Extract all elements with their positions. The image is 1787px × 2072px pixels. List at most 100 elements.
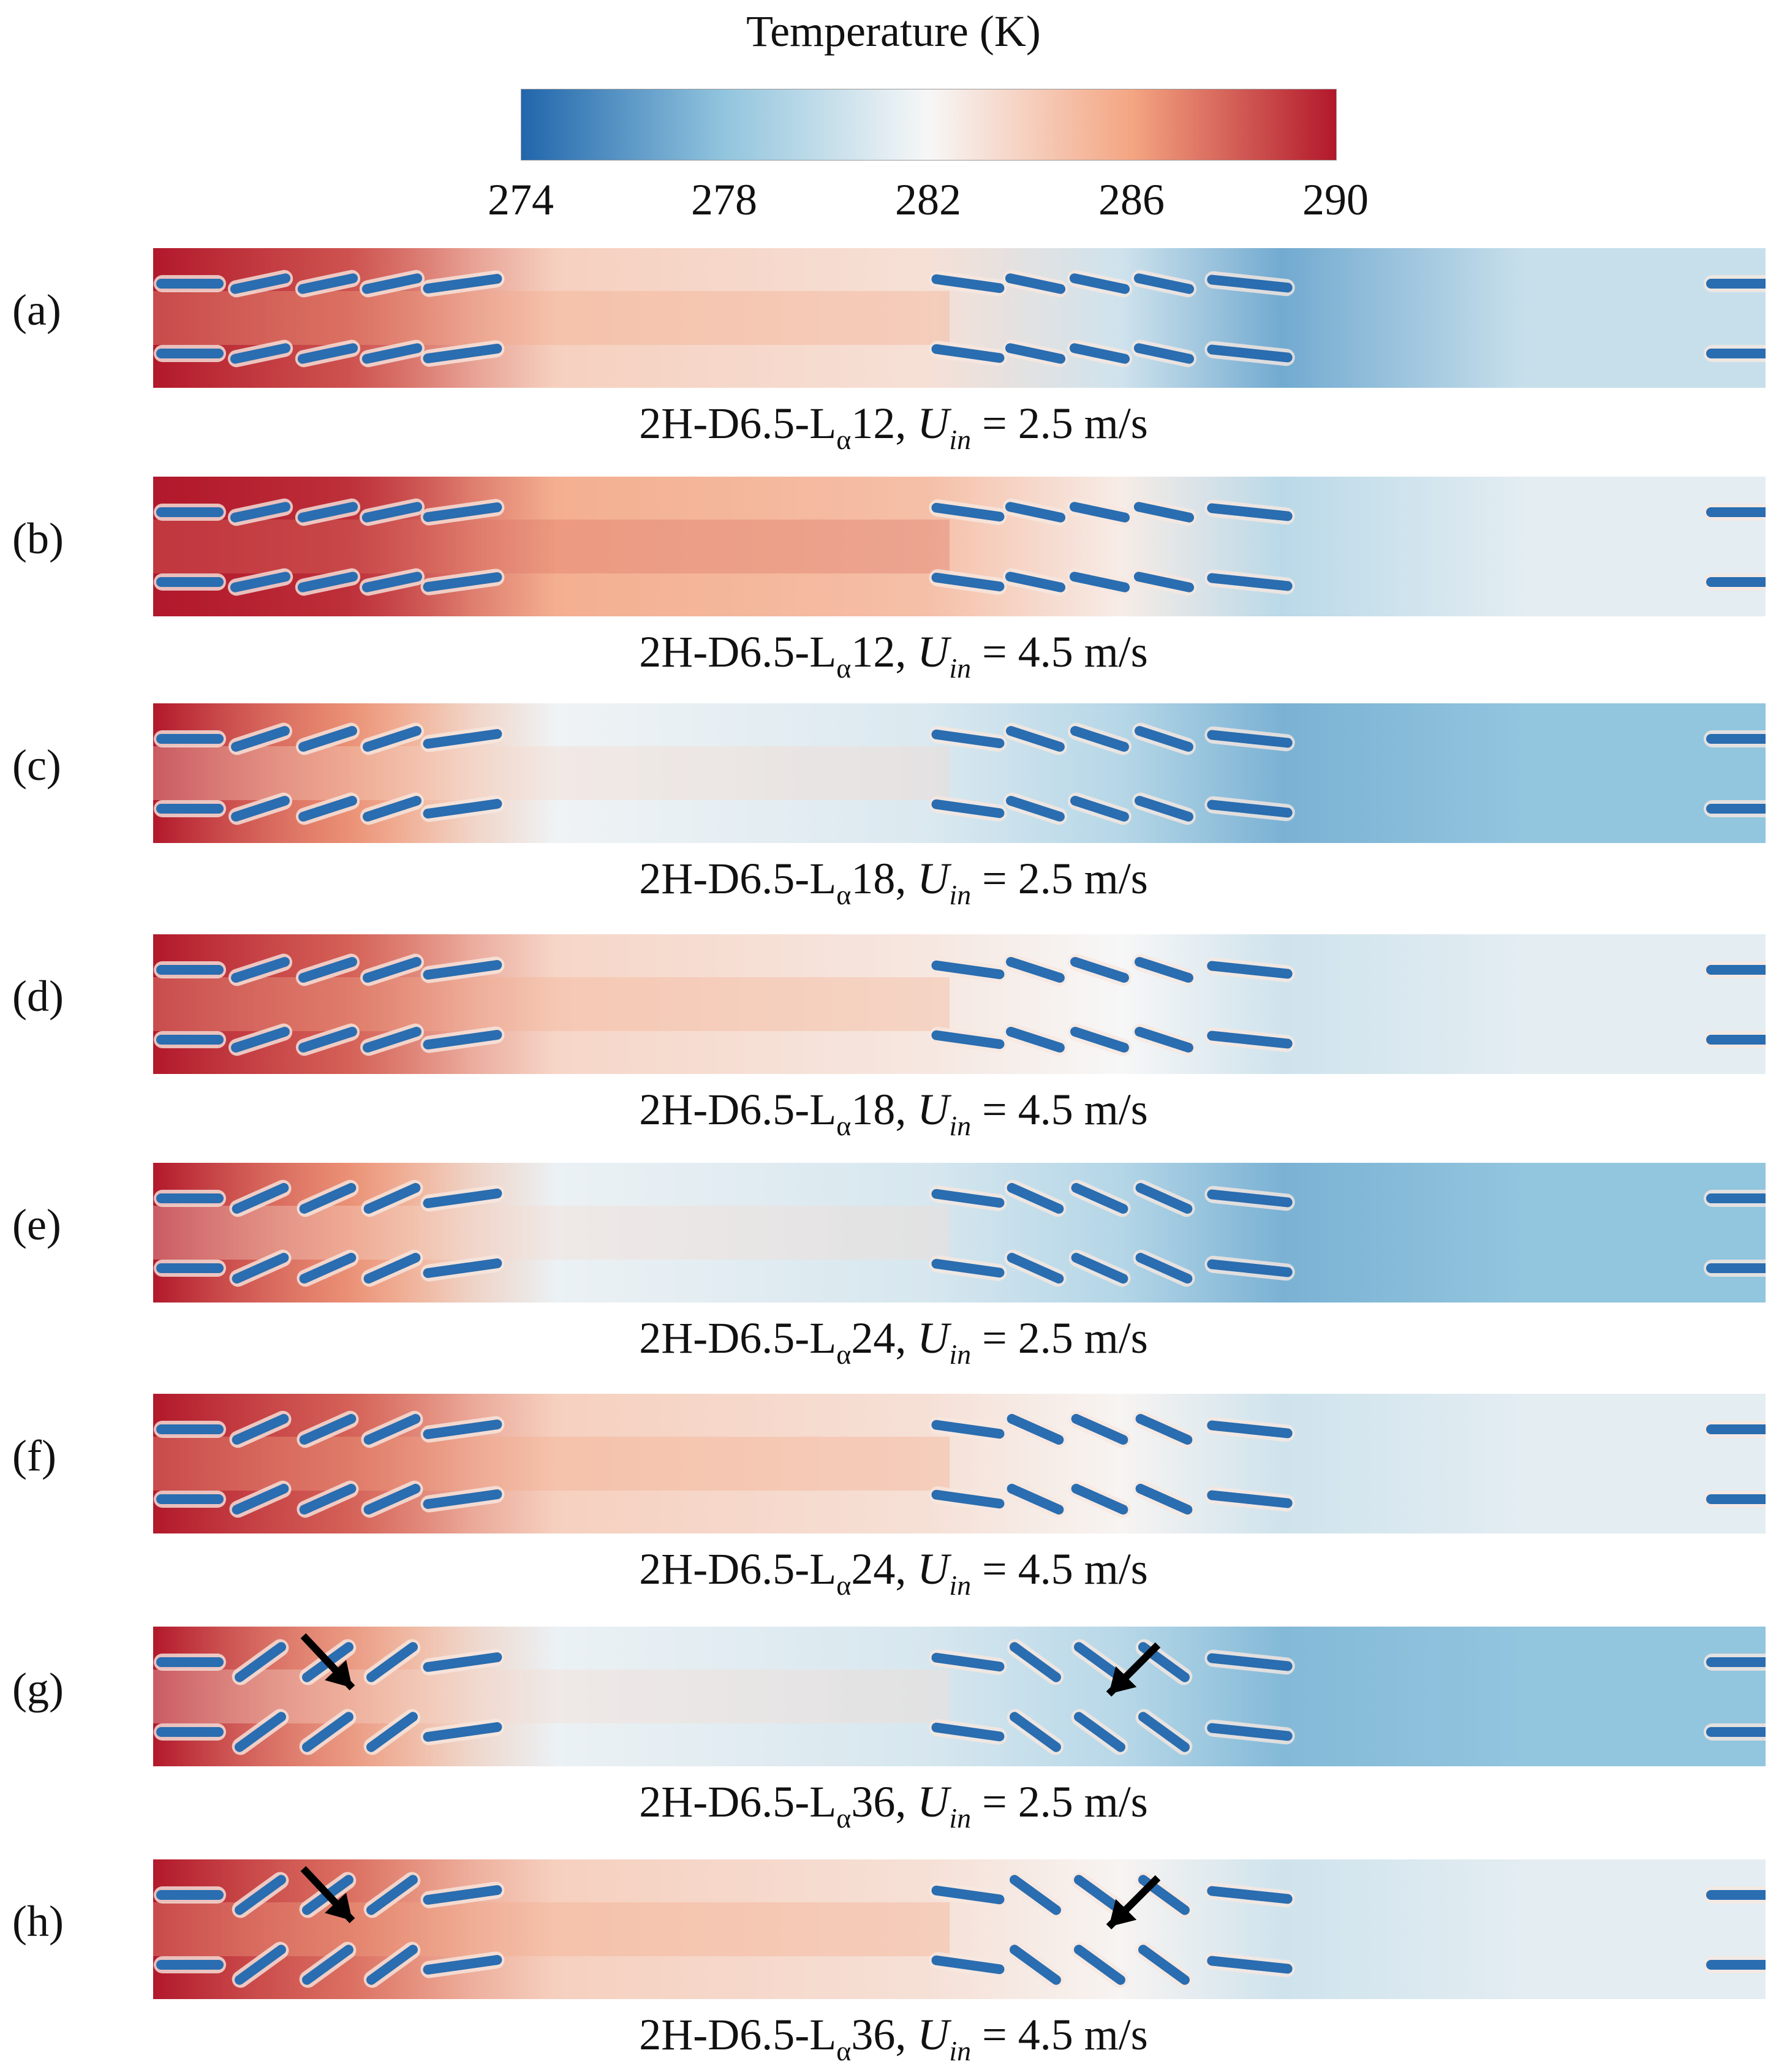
fin <box>1204 1027 1295 1053</box>
fin <box>1204 796 1295 822</box>
fin <box>232 1709 289 1755</box>
caption-subscript: α <box>836 1570 852 1601</box>
fin <box>929 1255 1007 1281</box>
core-warm-band <box>153 520 950 573</box>
fin <box>1704 730 1766 747</box>
fin <box>229 1179 292 1217</box>
panel-caption: 2H-D6.5-Lα12, Uin = 4.5 m/s <box>0 627 1787 684</box>
caption-subscript: α <box>836 1110 852 1141</box>
fin <box>295 722 360 755</box>
caption-value: = 4.5 m/s <box>971 1085 1148 1134</box>
fin <box>360 1023 425 1056</box>
caption-length: 24, <box>851 1545 918 1594</box>
caption-variable: U <box>917 2010 950 2059</box>
fin <box>154 504 226 521</box>
fin <box>420 569 505 596</box>
fin <box>1071 1709 1128 1755</box>
fin <box>154 1886 226 1904</box>
caption-value: = 4.5 m/s <box>971 627 1148 676</box>
caption-variable: U <box>917 854 950 903</box>
core-warm-band <box>153 1437 950 1491</box>
fin <box>359 270 425 298</box>
fin <box>227 498 293 526</box>
arrow <box>300 1866 355 1924</box>
fin <box>1067 722 1132 755</box>
panel-letter: (a) <box>12 285 61 335</box>
caption-subscript: α <box>836 1802 852 1834</box>
caption-variable-subscript: in <box>949 1802 972 1834</box>
fin <box>299 1942 357 1988</box>
panel-caption: 2H-D6.5-Lα24, Uin = 4.5 m/s <box>0 1544 1787 1601</box>
fin <box>154 730 226 747</box>
fin <box>929 1486 1007 1512</box>
fin <box>1704 1260 1766 1277</box>
colorbar-tick: 286 <box>1098 175 1165 224</box>
caption-variable-subscript: in <box>949 1570 972 1601</box>
fin <box>1067 498 1133 526</box>
caption-code: 2H-D6.5-L <box>639 1545 837 1594</box>
temperature-field-panel <box>153 1859 1766 1999</box>
fin <box>1004 1410 1067 1448</box>
caption-variable-subscript: in <box>949 1110 972 1141</box>
caption-length: 36, <box>851 1777 918 1826</box>
fin <box>154 1723 226 1741</box>
fin <box>1003 722 1068 755</box>
fin <box>929 341 1007 366</box>
fin <box>232 1872 289 1918</box>
core-warm-band <box>153 1206 950 1260</box>
fin <box>1204 726 1295 752</box>
fin <box>1204 1416 1295 1442</box>
fin <box>1204 1255 1295 1281</box>
fin <box>1071 1942 1128 1988</box>
panel-letter: (b) <box>12 514 64 563</box>
fin <box>1067 953 1132 986</box>
temperature-field-panel <box>153 1163 1766 1303</box>
caption-code: 2H-D6.5-L <box>639 1777 837 1826</box>
fin <box>420 1951 505 1978</box>
colorbar <box>521 89 1337 161</box>
fin <box>1133 1480 1195 1518</box>
fin <box>1068 1179 1131 1217</box>
arrow <box>1106 1875 1161 1930</box>
fin <box>420 270 505 297</box>
core-warm-band <box>153 746 950 800</box>
fin <box>1204 1719 1295 1745</box>
fin <box>1204 1185 1295 1211</box>
panel-letter: (g) <box>12 1664 64 1713</box>
fin <box>1204 341 1295 366</box>
fin <box>1204 1649 1295 1675</box>
fin <box>929 1416 1007 1442</box>
fin <box>154 573 226 591</box>
fin <box>1704 1956 1766 1973</box>
panel-caption: 2H-D6.5-Lα36, Uin = 2.5 m/s <box>0 1777 1787 1834</box>
fin <box>154 275 226 292</box>
fin <box>232 1639 289 1685</box>
fin <box>1704 1190 1766 1207</box>
caption-variable: U <box>917 1777 950 1826</box>
fin <box>1003 792 1068 825</box>
fin <box>232 1942 289 1988</box>
fin <box>420 340 505 367</box>
caption-subscript: α <box>836 879 852 910</box>
caption-code: 2H-D6.5-L <box>639 399 837 448</box>
fin <box>1007 1872 1064 1918</box>
fin <box>297 1480 359 1518</box>
caption-value: = 4.5 m/s <box>971 1545 1148 1594</box>
fin <box>929 1185 1007 1211</box>
fin <box>154 1260 226 1277</box>
fin <box>929 726 1007 752</box>
fin <box>154 1956 226 1973</box>
fin <box>1204 499 1295 525</box>
colorbar-tick: 290 <box>1302 175 1369 224</box>
caption-code: 2H-D6.5-L <box>639 2010 837 2059</box>
fin <box>1132 792 1196 825</box>
caption-length: 36, <box>851 2010 918 2059</box>
fin <box>229 1410 292 1448</box>
fin <box>295 498 361 526</box>
fin <box>1068 1410 1131 1448</box>
fin <box>1004 1480 1067 1518</box>
fin <box>297 1179 359 1217</box>
fin <box>1204 271 1295 297</box>
fin <box>361 1480 423 1518</box>
fin <box>420 956 505 983</box>
